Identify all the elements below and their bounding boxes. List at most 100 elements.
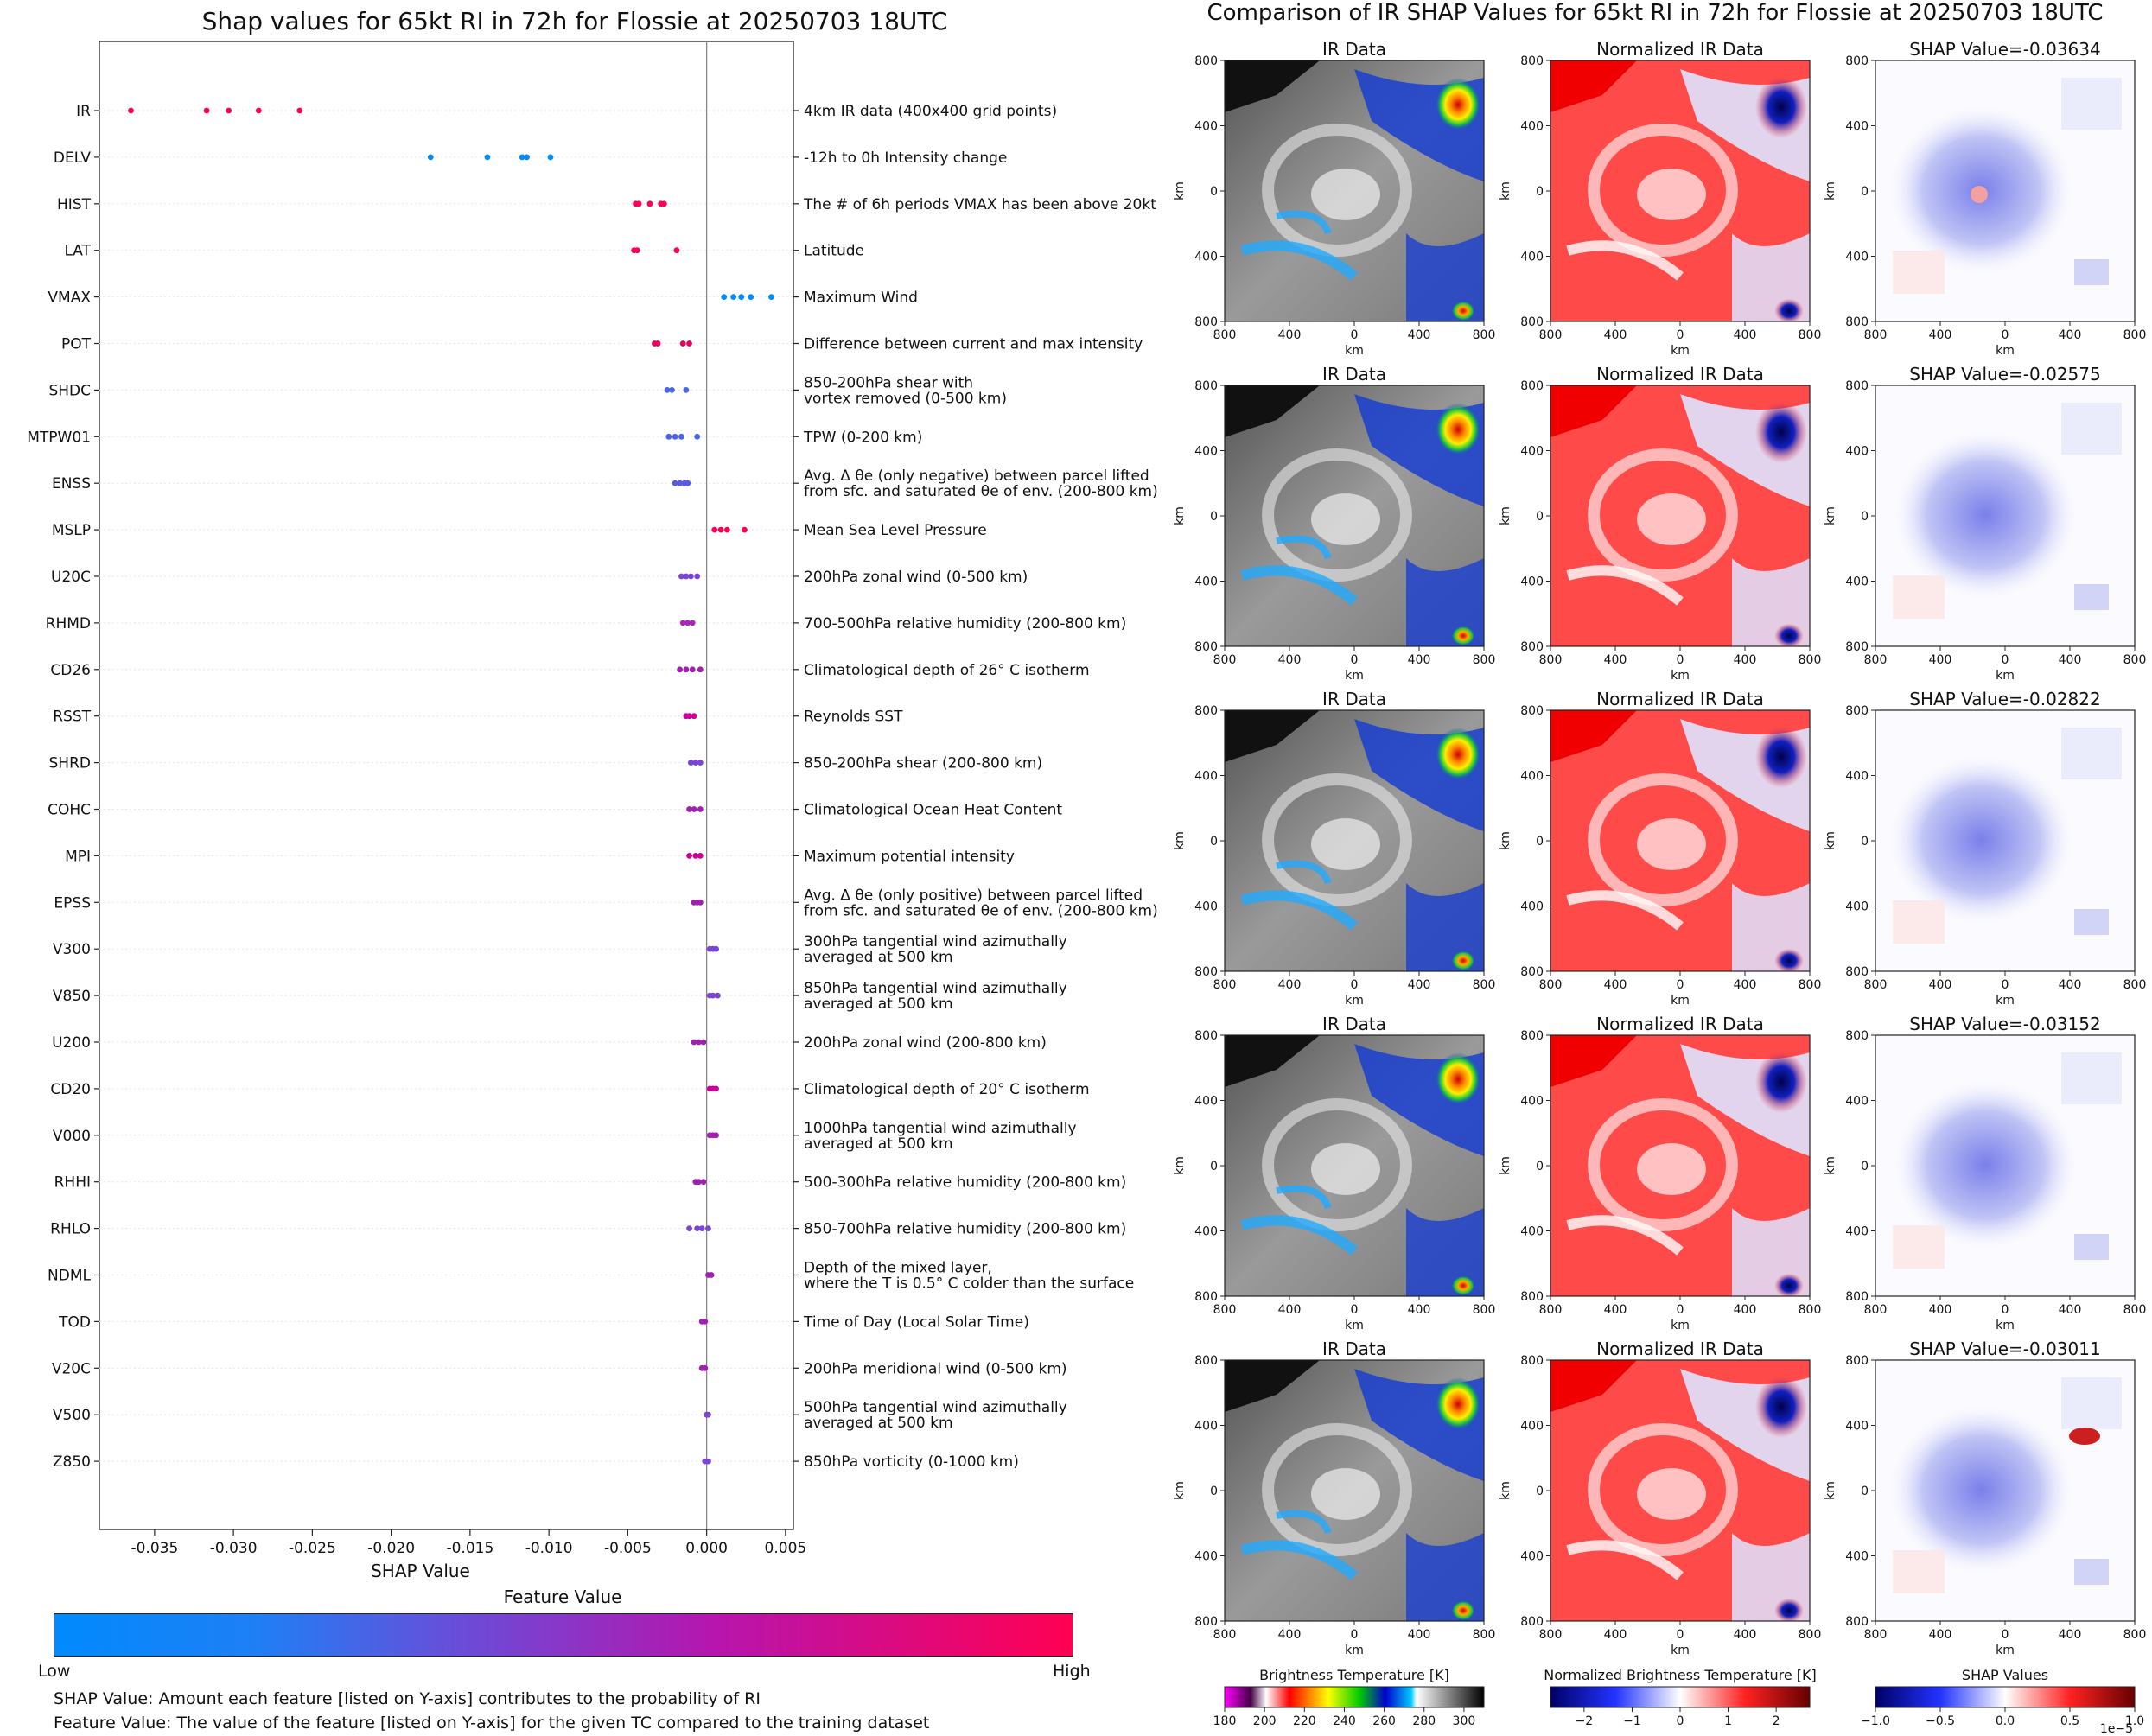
shap-point-delv	[427, 154, 434, 161]
y-axis-label: km	[1824, 1156, 1837, 1175]
shap-point-ir	[226, 107, 232, 114]
x-axis-label: km	[1996, 1319, 2015, 1332]
x-axis-label: km	[1345, 1644, 1364, 1657]
feature-desc-shdc: vortex removed (0-500 km)	[804, 390, 1007, 407]
feature-desc-cd20: Climatological depth of 20° C isotherm	[804, 1081, 1090, 1098]
x-tick-label: 400	[1929, 1628, 1952, 1642]
x-tick-label: 800	[1213, 1303, 1237, 1317]
colorbar-label: SHAP Values	[1962, 1667, 2048, 1683]
x-tick-label: 0	[2002, 978, 2009, 992]
shap-point-rsst	[691, 713, 697, 720]
footnote-shap-value: SHAP Value: Amount each feature [listed …	[54, 1689, 761, 1708]
y-tick-label: 800	[1845, 965, 1869, 979]
x-tick-label: 800	[1864, 1628, 1888, 1642]
x-tick-label: 800	[1473, 978, 1496, 992]
shap-point-shrd	[687, 760, 694, 766]
x-tick-label: 800	[1864, 978, 1888, 992]
colorbar-low-label: Low	[38, 1662, 71, 1681]
panel-title-normalized: Normalized IR Data	[1596, 1339, 1764, 1359]
y-tick-label: 400	[1845, 251, 1869, 264]
x-tick-label: -0.020	[367, 1540, 415, 1557]
normalized-ir-image	[1550, 60, 1810, 321]
feature-desc-tod: Time of Day (Local Solar Time)	[803, 1313, 1029, 1331]
x-tick-label: 800	[1539, 978, 1563, 992]
panel-title-ir: IR Data	[1322, 39, 1386, 60]
y-tick-label: 800	[1520, 1615, 1544, 1629]
y-axis-label: km	[1499, 506, 1512, 525]
panel-title-shap: SHAP Value=-0.03011	[1909, 1339, 2100, 1359]
x-tick-label: 400	[1278, 1303, 1302, 1317]
x-tick-label: 400	[2059, 978, 2082, 992]
y-tick-label: 800	[1845, 640, 1869, 654]
y-axis-label: km	[1173, 181, 1187, 200]
feature-label-u200: U200	[52, 1034, 91, 1052]
shap-point-ir	[203, 107, 210, 114]
x-tick-label: 400	[1278, 1628, 1302, 1642]
shap-point-v000	[713, 1132, 719, 1139]
shap-point-v300	[713, 945, 719, 952]
x-axis-label: km	[1345, 1319, 1364, 1332]
shap-point-tod	[702, 1319, 709, 1325]
shap-point-cd20	[713, 1085, 719, 1092]
feature-desc-v500: averaged at 500 km	[804, 1415, 953, 1432]
feature-label-hist: HIST	[57, 196, 92, 213]
feature-desc-rsst: Reynolds SST	[804, 709, 903, 726]
colorbar-tick-label: 0	[1677, 1714, 1684, 1728]
colorbar-tick-label: −1	[1623, 1714, 1641, 1728]
feature-label-vmax: VMAX	[48, 289, 91, 307]
shap-point-mpi	[697, 853, 704, 859]
shap-point-mtpw01	[665, 433, 672, 440]
x-tick-label: 0	[1351, 328, 1359, 342]
shap-point-epss	[697, 899, 704, 906]
y-tick-label: 800	[1520, 315, 1544, 329]
colorbar-tick-label: 180	[1213, 1714, 1237, 1728]
shap-point-u20c	[683, 573, 690, 580]
shap-point-rhhi	[696, 1179, 702, 1186]
feature-label-shdc: SHDC	[48, 382, 91, 399]
x-tick-label: 400	[1408, 653, 1431, 667]
x-tick-label: -0.025	[289, 1540, 336, 1557]
x-tick-label: 400	[1604, 328, 1627, 342]
y-tick-label: 800	[1845, 1354, 1869, 1368]
x-tick-label: 0	[1677, 1628, 1684, 1642]
x-tick-label: 400	[1278, 978, 1302, 992]
feature-desc-v850: 850hPa tangential wind azimuthally	[804, 980, 1067, 997]
panel-title-shap: SHAP Value=-0.03634	[1909, 39, 2100, 60]
colorbar-label: Brightness Temperature [K]	[1259, 1667, 1449, 1683]
colorbar-bar	[1875, 1686, 2136, 1708]
y-tick-label: 800	[1845, 315, 1869, 329]
x-tick-label: 0	[2002, 653, 2009, 667]
x-tick-label: 400	[1929, 653, 1952, 667]
y-tick-label: 400	[1845, 900, 1869, 914]
y-tick-label: 800	[1520, 640, 1544, 654]
x-tick-label: 400	[1278, 653, 1302, 667]
x-tick-label: 400	[1408, 978, 1431, 992]
feature-label-epss: EPSS	[54, 894, 91, 912]
x-tick-label: 800	[1213, 1628, 1237, 1642]
x-tick-label: 800	[1473, 1628, 1496, 1642]
shap-image	[1875, 1360, 2135, 1621]
ir-image	[1225, 710, 1484, 971]
feature-label-v300: V300	[53, 941, 91, 958]
y-tick-label: 800	[1845, 704, 1869, 718]
shap-point-shrd	[692, 760, 699, 766]
colorbar-tick-label: 0.0	[1996, 1714, 2015, 1728]
shap-point-vmax	[738, 294, 745, 300]
shap-point-delv	[484, 154, 491, 161]
shap-point-hist	[635, 200, 642, 207]
feature-label-enss: ENSS	[52, 475, 91, 493]
feature-label-mpi: MPI	[65, 848, 91, 865]
right-figure-title: Comparison of IR SHAP Values for 65kt RI…	[1207, 0, 2104, 26]
feature-label-pot: POT	[61, 336, 92, 353]
y-tick-label: 800	[1845, 54, 1869, 68]
x-tick-label: 800	[1799, 328, 1822, 342]
x-tick-label: 800	[1539, 328, 1563, 342]
shap-point-lat	[673, 247, 680, 254]
panel-title-normalized: Normalized IR Data	[1596, 364, 1764, 385]
shap-point-v850	[710, 992, 716, 999]
shap-point-rhlo	[686, 1225, 692, 1231]
